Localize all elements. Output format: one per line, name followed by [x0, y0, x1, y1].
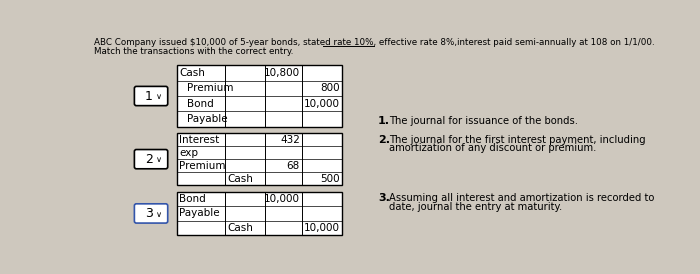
Text: 10,000: 10,000	[304, 99, 340, 109]
Text: Bond: Bond	[179, 194, 206, 204]
Text: 68: 68	[286, 161, 300, 171]
FancyBboxPatch shape	[134, 204, 168, 223]
Text: 10,000: 10,000	[264, 194, 300, 204]
Text: 500: 500	[321, 174, 340, 184]
Text: amortization of any discount or premium.: amortization of any discount or premium.	[389, 143, 596, 153]
Text: The journal for the first interest payment, including: The journal for the first interest payme…	[389, 135, 645, 144]
Text: Payable: Payable	[188, 114, 228, 124]
Text: The journal for issuance of the bonds.: The journal for issuance of the bonds.	[389, 116, 578, 126]
Text: Payable: Payable	[179, 209, 220, 218]
Text: 3.: 3.	[378, 193, 390, 203]
Text: 10,000: 10,000	[304, 223, 340, 233]
Text: Match the transactions with the correct entry.: Match the transactions with the correct …	[94, 47, 293, 56]
Text: 2.: 2.	[378, 135, 390, 144]
Text: ∨: ∨	[156, 155, 162, 164]
Text: 2: 2	[145, 153, 153, 166]
Bar	[176, 133, 342, 185]
Text: Cash: Cash	[179, 68, 205, 78]
Text: Premium: Premium	[179, 161, 225, 171]
Text: ∨: ∨	[156, 210, 162, 219]
Text: exp: exp	[179, 148, 198, 158]
Text: date, journal the entry at maturity.: date, journal the entry at maturity.	[389, 201, 562, 212]
Text: 432: 432	[280, 135, 300, 144]
Text: 1.: 1.	[378, 116, 390, 126]
Text: 1: 1	[145, 90, 153, 102]
FancyBboxPatch shape	[134, 86, 168, 106]
Text: Cash: Cash	[228, 223, 253, 233]
Text: Bond: Bond	[188, 99, 214, 109]
Text: Assuming all interest and amortization is recorded to: Assuming all interest and amortization i…	[389, 193, 654, 203]
Bar	[176, 192, 342, 235]
Text: ABC Company issued $10,000 of 5-year bonds, stated rate 10%, effective rate 8%,i: ABC Company issued $10,000 of 5-year bon…	[94, 38, 654, 47]
Text: 800: 800	[321, 83, 340, 93]
Text: Premium: Premium	[188, 83, 234, 93]
Text: Interest: Interest	[179, 135, 219, 144]
Text: Cash: Cash	[228, 174, 253, 184]
Text: 10,800: 10,800	[264, 68, 300, 78]
Bar	[176, 65, 342, 127]
Text: ∨: ∨	[156, 92, 162, 101]
FancyBboxPatch shape	[134, 150, 168, 169]
Text: 3: 3	[145, 207, 153, 220]
